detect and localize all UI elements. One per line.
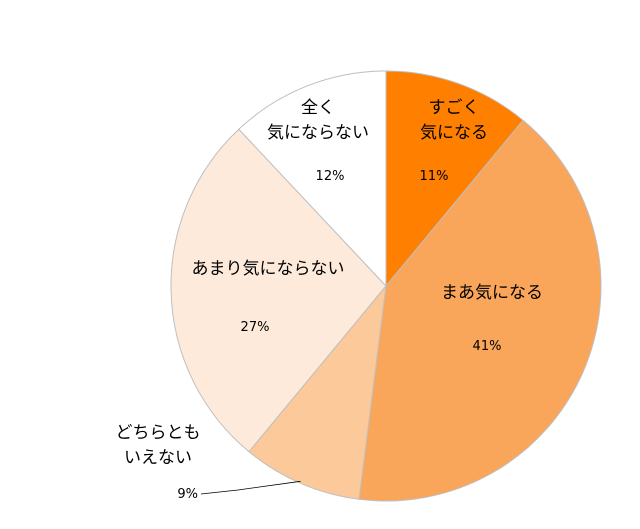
pie-slices (170, 70, 602, 502)
pie-slice-4 (238, 70, 387, 288)
slice-pct-1: 41% (473, 339, 502, 354)
slice-label-2: どちらともいえない (116, 423, 201, 468)
pie-slice-0 (385, 70, 524, 288)
slice-pct-3: 27% (241, 320, 270, 335)
slice-pct-0: 11% (420, 169, 449, 184)
pie-slice-2 (248, 284, 387, 500)
slice-label-3: あまり気にならない (192, 259, 345, 279)
slice-pct-2: 9% (177, 487, 198, 502)
slice-label-4: 全く気にならない (267, 98, 369, 143)
leader-line-2 (200, 480, 301, 495)
pie-labels: すごく気になる 11% まあ気になる 41% どちらともいえない 9% あまり気にならない 2… (116, 98, 544, 502)
slice-label-1: まあ気になる (441, 283, 543, 303)
pie-slice-3 (170, 128, 387, 453)
slice-pct-4: 12% (316, 169, 345, 184)
slice-label-0: すごく気になる (420, 98, 488, 143)
pie-slice-1 (358, 119, 602, 502)
